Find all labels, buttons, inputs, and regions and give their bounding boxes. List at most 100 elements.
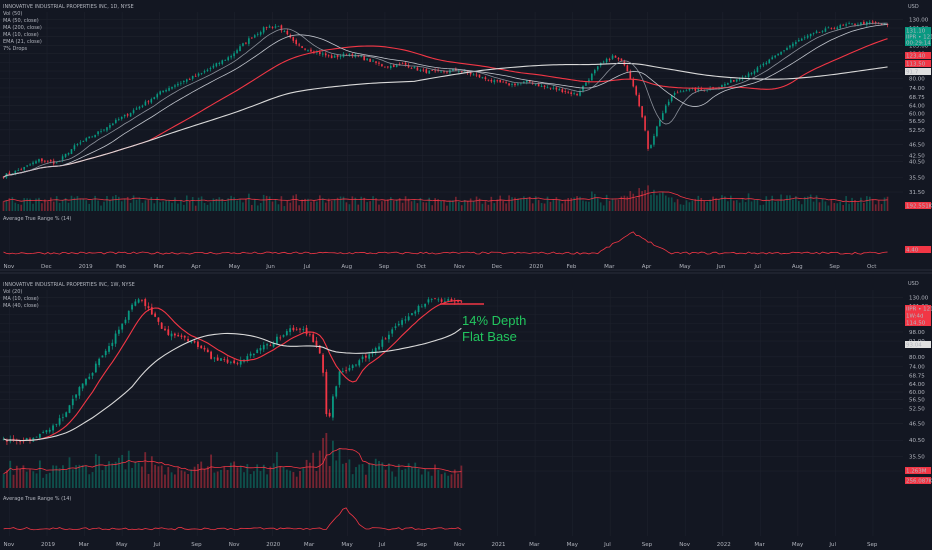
- volume-bar: [358, 464, 361, 488]
- candle-body: [266, 344, 268, 346]
- volume-bar: [280, 196, 283, 211]
- volume-bar: [414, 462, 417, 488]
- x-tick-label: Mar: [154, 264, 165, 270]
- volume-label-bg: [905, 467, 931, 474]
- candle-body: [659, 120, 661, 126]
- candle-body: [91, 136, 93, 138]
- x-tick-label: Apr: [191, 264, 201, 270]
- volume-bar: [457, 201, 460, 211]
- volume-bar: [188, 200, 191, 211]
- volume-bar: [868, 196, 871, 211]
- candle-body: [351, 54, 354, 57]
- volume-bar: [132, 195, 135, 211]
- candle-body: [394, 326, 397, 328]
- x-tick-label: Jul: [303, 264, 311, 270]
- candle-body: [170, 333, 173, 337]
- candle-body: [305, 327, 308, 335]
- volume-bar: [732, 200, 735, 211]
- weekly-currency: USD: [908, 281, 919, 287]
- candle-body: [866, 21, 868, 25]
- volume-bar: [397, 464, 400, 488]
- y-tick-label: 35.50: [909, 454, 925, 460]
- candle-body: [422, 69, 425, 71]
- volume-bar: [744, 202, 747, 211]
- volume-bar: [511, 197, 513, 211]
- candle-body: [174, 85, 176, 87]
- volume-bar: [276, 452, 278, 488]
- volume-bar: [193, 466, 196, 488]
- candle-body: [67, 153, 70, 155]
- candle-body: [358, 360, 361, 366]
- candle-body: [49, 160, 52, 162]
- volume-bar: [789, 195, 791, 211]
- volume-bar: [197, 197, 200, 211]
- volume-bar: [229, 462, 232, 488]
- volume-bar: [200, 461, 203, 488]
- volume-bar: [685, 200, 688, 211]
- candle-body: [493, 80, 496, 83]
- volume-bar: [154, 464, 157, 488]
- volume-bar: [741, 198, 744, 211]
- candle-body: [35, 161, 37, 164]
- volume-bar: [682, 204, 685, 211]
- volume-bar: [55, 196, 58, 211]
- volume-bar: [381, 201, 383, 211]
- candle-body: [299, 328, 301, 330]
- volume-bar: [131, 467, 133, 488]
- candle-body: [41, 158, 43, 162]
- volume-bar: [437, 469, 440, 488]
- candle-body: [632, 79, 635, 87]
- candle-body: [78, 387, 81, 396]
- candle-body: [614, 55, 617, 58]
- candle-body: [164, 328, 166, 331]
- daily-chart[interactable]: 130.00121.00113.00105.0098.0091.0085.008…: [2, 17, 932, 270]
- volume-bar: [112, 196, 114, 211]
- volume-bar: [185, 195, 188, 211]
- candle-body: [880, 23, 883, 25]
- volume-bar: [245, 198, 247, 211]
- candle-body: [162, 90, 164, 92]
- candle-body: [304, 48, 306, 50]
- candle-body: [450, 298, 453, 302]
- volume-bar: [555, 197, 558, 211]
- candle-body: [372, 60, 374, 62]
- x-tick-label: Sep: [867, 542, 878, 548]
- price-label: 123.40: [906, 54, 926, 60]
- candle-body: [279, 337, 282, 339]
- volume-bar: [299, 470, 301, 488]
- x-tick-label: 2019: [79, 264, 93, 270]
- volume-bar: [269, 466, 272, 488]
- candle-body: [64, 153, 67, 157]
- price-label-bg: [905, 39, 931, 46]
- candle-body: [226, 359, 229, 363]
- price-label: 1W:4d: [906, 314, 923, 320]
- volume-bar: [703, 200, 706, 211]
- volume-bar: [91, 199, 93, 211]
- volume-bar: [123, 198, 126, 211]
- volume-bar: [315, 471, 318, 488]
- volume-bar: [644, 189, 646, 211]
- weekly-chart[interactable]: 130.00121.00113.00105.0098.0091.0080.007…: [2, 295, 932, 548]
- candle-body: [292, 327, 295, 331]
- candle-body: [144, 101, 147, 106]
- volume-bar: [91, 472, 94, 488]
- ma200-line: [3, 62, 888, 178]
- volume-bar: [64, 197, 67, 211]
- candle-body: [369, 58, 371, 62]
- volume-bar: [351, 196, 354, 211]
- candle-body: [732, 80, 735, 82]
- volume-bar: [221, 198, 224, 211]
- candle-body: [45, 430, 48, 433]
- candle-body: [848, 23, 850, 25]
- volume-bar: [443, 200, 445, 211]
- volume-bar: [168, 200, 170, 211]
- volume-bar: [183, 471, 186, 488]
- volume-bar: [774, 201, 776, 211]
- volume-bar: [854, 199, 856, 211]
- volume-bar: [540, 203, 543, 211]
- volume-bar: [289, 470, 292, 488]
- volume-bar: [147, 473, 150, 488]
- candle-body: [457, 301, 459, 302]
- candle-body: [368, 354, 371, 359]
- volume-bar: [48, 472, 51, 488]
